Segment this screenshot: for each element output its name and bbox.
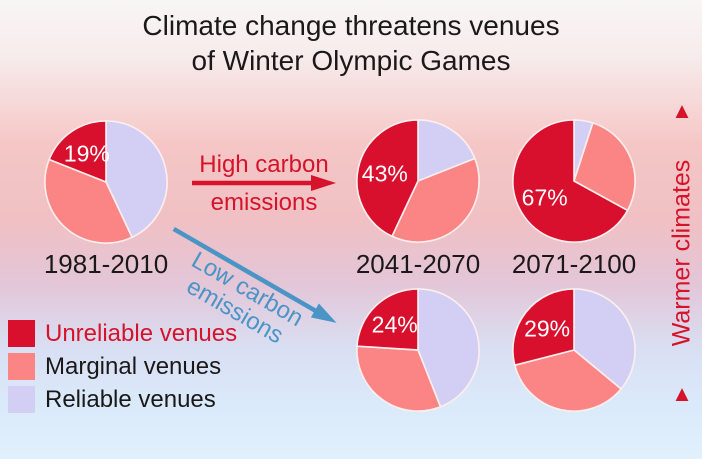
pie-percent-label: 29%: [524, 315, 571, 342]
legend-label-reliable: Reliable venues: [45, 386, 216, 413]
warmer-climates-bottom-triangle-icon: ▲: [671, 381, 693, 406]
warmer-climates-top-triangle-icon: ▲: [671, 98, 693, 123]
pie-baseline-svg: [44, 120, 168, 244]
high-carbon-label-line2: emissions: [210, 189, 318, 216]
pie-chart-baseline-1981-2010: 19%: [43, 119, 169, 245]
title-line-1: Climate change threatens venues: [142, 10, 560, 41]
legend-swatch-unreliable: [8, 320, 35, 347]
warmer-climates-label: Warmer climates: [667, 159, 696, 347]
high-carbon-label-line1: High carbon: [199, 151, 329, 178]
legend-item-unreliable: Unreliable venues: [8, 320, 237, 347]
legend: Unreliable venues Marginal venues Reliab…: [8, 320, 237, 419]
legend-label-unreliable: Unreliable venues: [45, 320, 238, 347]
legend-item-reliable: Reliable venues: [8, 386, 237, 413]
pie-percent-label: 19%: [63, 140, 110, 167]
legend-label-marginal: Marginal venues: [45, 353, 222, 380]
legend-item-marginal: Marginal venues: [8, 353, 237, 380]
pie-chart-low-2071-2100: 29%: [511, 287, 637, 413]
high-carbon-right-arrow-icon: [192, 175, 336, 191]
pie-high-2041-2070-svg: [356, 119, 480, 243]
pie-percent-label: 43%: [361, 160, 408, 187]
high-carbon-emissions-group: High carbon emissions: [189, 152, 339, 215]
title-line-2: of Winter Olympic Games: [191, 45, 511, 76]
pie-chart-high-2041-2070: 43%: [355, 118, 481, 244]
pie-high-2071-2100-svg: [512, 119, 636, 243]
period-label-2071-2100: 2071-2100: [511, 249, 637, 279]
pie-chart-low-2041-2070: 24%: [355, 287, 481, 413]
legend-swatch-marginal: [8, 353, 35, 380]
pie-percent-label: 67%: [521, 184, 568, 211]
pie-chart-high-2071-2100: 67%: [511, 118, 637, 244]
pie-low-2071-2100-svg: [512, 288, 636, 412]
pie-low-2041-2070-svg: [356, 288, 480, 412]
page-title: Climate change threatens venues of Winte…: [0, 8, 702, 78]
period-label-2041-2070: 2041-2070: [355, 249, 481, 279]
low-carbon-emissions-group: Low carbon emissions: [146, 221, 343, 370]
pie-percent-label: 24%: [371, 311, 418, 338]
low-carbon-diagonal-arrow-icon: [172, 226, 337, 323]
period-label-1981-2010: 1981-2010: [43, 249, 169, 279]
legend-swatch-reliable: [8, 386, 35, 413]
